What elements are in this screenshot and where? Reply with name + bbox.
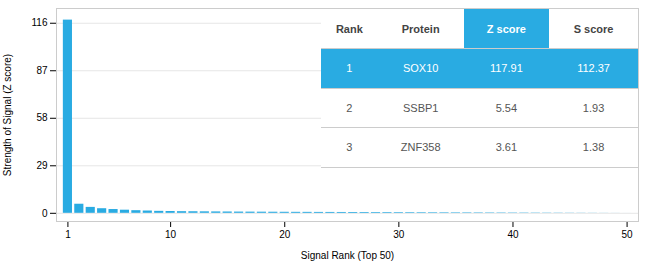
html-text:1.38: 1.38	[582, 141, 605, 153]
svg-text:87: 87	[36, 65, 48, 76]
html-text:Protein: Protein	[401, 22, 440, 35]
html-text:SSBP1: SSBP1	[403, 101, 439, 114]
html-text:1: 1	[346, 62, 353, 75]
html-text:SOX10: SOX10	[403, 62, 439, 75]
svg-text:30: 30	[393, 229, 405, 240]
svg-text:29: 29	[36, 160, 48, 171]
html-text:3.61: 3.61	[495, 141, 518, 153]
html-text:Z score: Z score	[486, 22, 526, 35]
html-text:Rank: Rank	[335, 22, 363, 35]
svg-text:58: 58	[36, 112, 48, 123]
html-text:3: 3	[346, 141, 353, 153]
html-text:ZNF358: ZNF358	[400, 141, 441, 153]
svg-text:Strength of Signal (Z score): Strength of Signal (Z score)	[2, 54, 13, 176]
html-text:S score: S score	[573, 22, 614, 35]
svg-text:50: 50	[622, 229, 634, 240]
svg-text:10: 10	[165, 229, 177, 240]
html-text:117.91: 117.91	[489, 62, 523, 75]
svg-text:Signal Rank (Top 50): Signal Rank (Top 50)	[301, 250, 394, 261]
svg-text:20: 20	[279, 229, 291, 240]
html-text:2: 2	[346, 101, 353, 114]
html-text:1.93: 1.93	[582, 101, 605, 114]
svg-text:116: 116	[32, 17, 48, 28]
html-text:5.54: 5.54	[495, 101, 518, 114]
html-text:112.37: 112.37	[577, 62, 610, 75]
svg-text:40: 40	[507, 229, 519, 240]
svg-text:0: 0	[42, 208, 48, 219]
svg-text:1: 1	[65, 229, 71, 240]
